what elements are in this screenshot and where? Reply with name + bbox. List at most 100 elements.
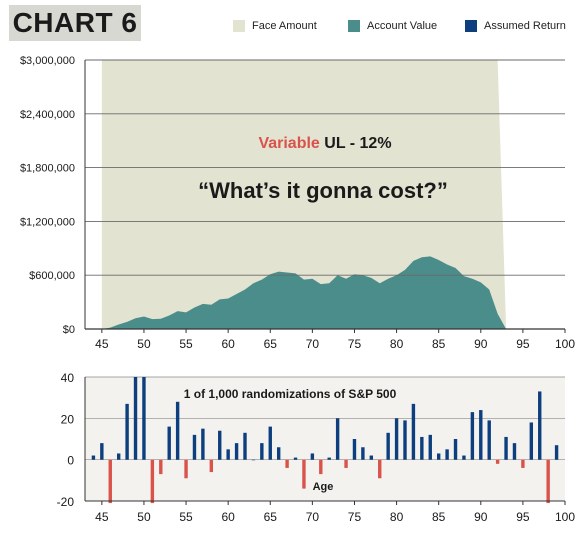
bottom-x-tick-label: 55 (179, 510, 193, 524)
return-bar (167, 426, 171, 460)
return-bar (369, 455, 374, 460)
return-bar (243, 432, 247, 460)
return-bar (352, 439, 357, 460)
bottom-y-tick-label: 20 (61, 412, 75, 426)
return-bar (319, 459, 323, 475)
top-x-tick-label: 75 (348, 337, 362, 351)
return-bar (378, 459, 382, 479)
return-bar (209, 459, 214, 473)
top-x-tick-label: 50 (137, 337, 151, 351)
return-bar (293, 457, 298, 460)
bottom-x-tick-label: 85 (432, 510, 446, 524)
return-bar (470, 412, 475, 460)
return-bar (116, 453, 121, 460)
variable-ul-annotation: Variable UL - 12% (258, 135, 391, 152)
return-bar (403, 420, 407, 460)
return-bar (386, 432, 390, 460)
return-bar (260, 443, 264, 460)
chart-title: CHART 6 (9, 5, 141, 41)
top-x-tick-label: 60 (221, 337, 235, 351)
legend-label-assumed-return: Assumed Return (484, 20, 566, 32)
return-bar (251, 459, 256, 461)
top-x-tick-label: 70 (306, 337, 320, 351)
return-bar (411, 403, 416, 460)
age-axis-label: Age (313, 481, 334, 493)
return-bar (436, 453, 441, 460)
top-x-tick-label: 65 (264, 337, 278, 351)
return-bar (394, 418, 399, 460)
return-bar (335, 418, 340, 460)
top-y-tick-label: $0 (63, 324, 75, 336)
bottom-y-tick-label: 0 (67, 454, 74, 468)
return-bar (479, 410, 483, 460)
return-bar (529, 422, 534, 460)
return-bar (361, 447, 365, 460)
top-x-tick-label: 80 (390, 337, 404, 351)
return-bar (504, 436, 508, 460)
account-value-chart: $0 $600,000 $1,200,000 $1,800,000 $2,400,000… (20, 55, 575, 351)
variable-annotation-red: Variable (258, 135, 319, 152)
return-panel-background (85, 377, 565, 501)
return-bar (175, 401, 180, 460)
return-bar (159, 459, 163, 475)
top-y-tick-label: $1,800,000 (20, 163, 75, 175)
return-bar (285, 459, 289, 468)
return-bar (420, 436, 424, 460)
return-bar (487, 420, 491, 460)
return-bar (218, 430, 222, 460)
randomization-annotation: 1 of 1,000 randomizations of S&P 500 (184, 387, 397, 401)
return-bar (133, 377, 138, 460)
return-bar (91, 455, 96, 460)
return-bar (125, 403, 129, 460)
legend-label-face-amount: Face Amount (252, 20, 317, 32)
return-bar (226, 449, 230, 460)
return-bar (108, 459, 112, 504)
return-bar (512, 443, 517, 460)
top-x-tick-label: 95 (516, 337, 530, 351)
return-bar (344, 459, 348, 468)
return-bar (310, 453, 315, 460)
return-bar (268, 426, 272, 460)
legend-label-account-value: Account Value (367, 20, 438, 32)
return-bar (428, 434, 432, 460)
top-x-tick-label: 100 (555, 337, 575, 351)
return-bar (142, 377, 146, 460)
top-x-tick-label: 90 (474, 337, 488, 351)
bottom-x-tick-label: 45 (95, 510, 109, 524)
bottom-y-tick-label: 40 (61, 371, 75, 385)
return-bar (462, 455, 466, 460)
bottom-x-tick-label: 50 (137, 510, 151, 524)
return-bar (100, 443, 104, 460)
return-bar (453, 439, 458, 460)
bottom-x-tick-label: 100 (555, 510, 575, 524)
return-bar (150, 459, 155, 504)
variable-annotation-rest: UL - 12% (320, 135, 392, 152)
top-x-tick-label: 45 (95, 337, 109, 351)
face-amount-area (101, 60, 507, 329)
legend-item-assumed-return: Assumed Return (465, 20, 566, 32)
return-bar (234, 443, 239, 460)
return-bar (201, 428, 205, 460)
legend-swatch-account-value (348, 20, 360, 32)
quote-annotation: “What’s it gonna cost?” (198, 178, 448, 203)
return-bar (521, 459, 525, 468)
return-bar (327, 457, 331, 460)
top-x-tick-label: 55 (179, 337, 193, 351)
bottom-x-tick-label: 90 (474, 510, 488, 524)
account-value-area (101, 256, 507, 329)
bottom-x-tick-label: 75 (348, 510, 362, 524)
bottom-y-tick-label: -20 (57, 495, 75, 509)
bottom-x-tick-label: 60 (221, 510, 235, 524)
top-y-tick-label: $1,200,000 (20, 216, 75, 228)
return-bar (538, 391, 542, 460)
return-bar (184, 459, 188, 479)
return-bar (192, 434, 197, 460)
top-y-tick-label: $2,400,000 (20, 109, 75, 121)
return-bar (445, 449, 449, 460)
bottom-x-tick-label: 65 (264, 510, 278, 524)
legend-swatch-face-amount (233, 20, 245, 32)
assumed-return-chart: -20 0 20 40 45 50 55 60 65 70 75 80 85 90 95 100 1 of 1,… (57, 371, 576, 524)
top-y-tick-label: $3,000,000 (20, 55, 75, 67)
return-bar (554, 445, 559, 460)
